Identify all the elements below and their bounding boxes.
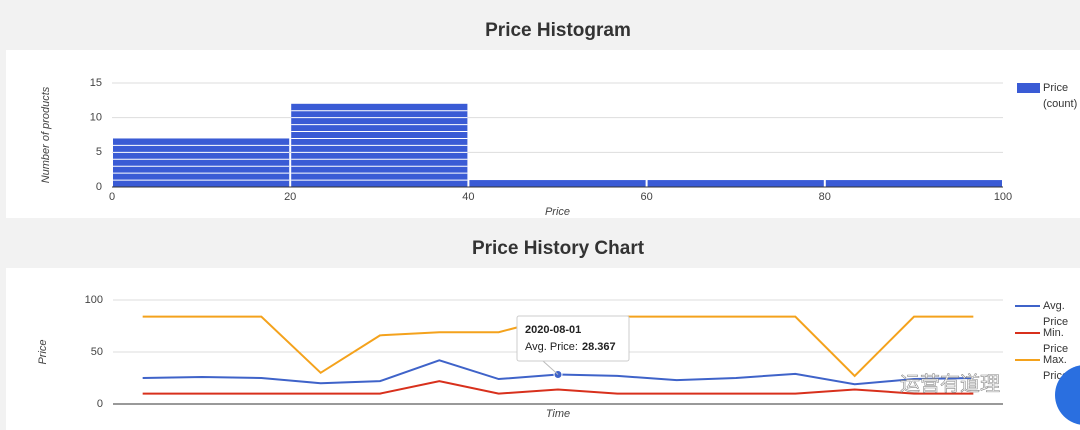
y-tick-label: 50: [91, 346, 103, 358]
y-tick-label: 15: [90, 77, 102, 89]
tooltip-title: 2020-08-01: [525, 324, 581, 336]
y-axis-title: Price: [37, 339, 49, 364]
x-tick-label: 60: [640, 191, 652, 203]
y-tick-label: 0: [97, 398, 103, 410]
y-tick-label: 0: [96, 181, 102, 193]
tooltip-label: Avg. Price:: [525, 341, 578, 353]
x-axis-title: Price: [545, 206, 570, 218]
bar: [825, 180, 1002, 187]
y-tick-label: 10: [90, 112, 102, 124]
y-tick-label: 5: [96, 146, 102, 158]
x-tick-label: 80: [819, 191, 831, 203]
chart-title: Price History Chart: [472, 238, 645, 259]
legend-label-box: Min. Price: [1043, 327, 1069, 355]
legend-label-box: Avg. Price: [1043, 300, 1069, 328]
series-line: [142, 380, 974, 395]
watermark: 运营有道理: [900, 372, 1000, 395]
legend-swatch: [1017, 83, 1040, 93]
y-axis-title: Number of products: [40, 86, 52, 183]
legend-label: Min. Price: [1043, 327, 1069, 355]
tooltip-value: 28.367: [582, 341, 616, 353]
tooltip: [516, 315, 630, 362]
x-tick-label: 20: [284, 191, 296, 203]
tooltip-line: Avg. Price: 28.367: [525, 341, 616, 353]
legend-label-box: Price (count): [1043, 82, 1078, 110]
bar: [469, 180, 646, 187]
histogram-panel: [6, 50, 1080, 218]
floating-button[interactable]: [1055, 365, 1080, 425]
y-tick-label: 100: [85, 294, 103, 306]
bar: [113, 138, 290, 187]
x-tick-label: 100: [994, 191, 1012, 203]
x-tick-label: 40: [462, 191, 474, 203]
chart-title: Price Histogram: [485, 20, 631, 41]
x-tick-label: 0: [109, 191, 115, 203]
legend-label: Avg. Price: [1043, 300, 1069, 328]
x-axis-title: Time: [546, 408, 570, 420]
tooltip-pointer: [542, 360, 559, 375]
bar: [647, 180, 824, 187]
legend-label: Price (count): [1043, 82, 1078, 110]
